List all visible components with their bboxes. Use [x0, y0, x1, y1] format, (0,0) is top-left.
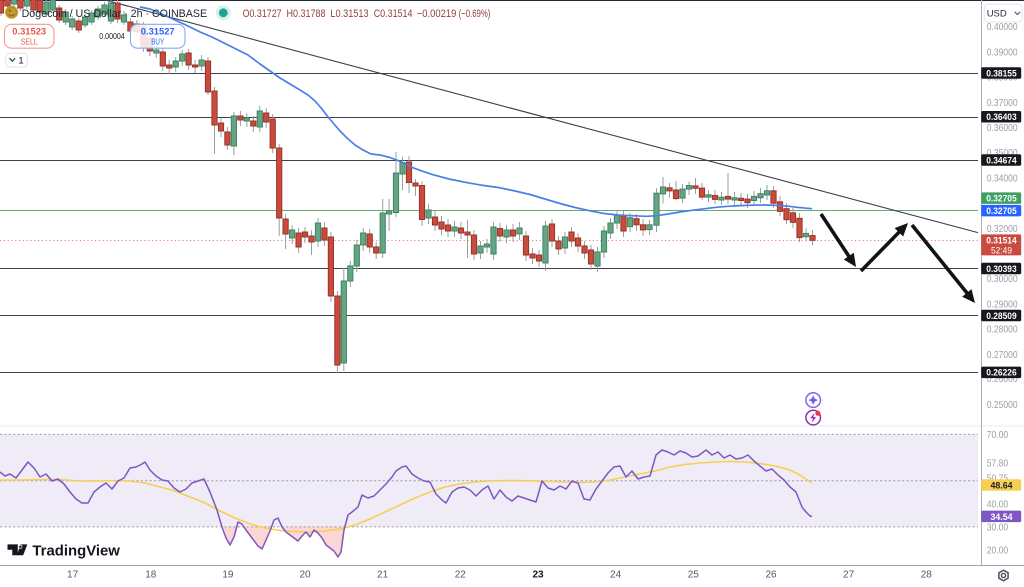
svg-text:0.30393: 0.30393 [986, 263, 1017, 274]
svg-text:57.80: 57.80 [987, 458, 1009, 469]
svg-text:Dogecoin / US Dollar · 2h · CO: Dogecoin / US Dollar · 2h · COINBASE [22, 8, 208, 20]
svg-text:C0.31514: C0.31514 [374, 8, 413, 20]
svg-text:−0.00219: −0.00219 [417, 8, 457, 20]
svg-text:0.31527: 0.31527 [141, 26, 175, 37]
svg-text:0.31523: 0.31523 [12, 26, 46, 37]
svg-text:20.00: 20.00 [987, 546, 1009, 557]
svg-text:H0.31788: H0.31788 [287, 8, 326, 20]
svg-text:0.27000: 0.27000 [987, 350, 1018, 361]
svg-text:17: 17 [67, 570, 79, 581]
svg-text:0.30000: 0.30000 [987, 274, 1018, 285]
svg-text:26: 26 [765, 570, 777, 581]
svg-text:(−0.69%): (−0.69%) [459, 8, 491, 20]
svg-text:0.38155: 0.38155 [986, 67, 1017, 78]
svg-text:1: 1 [18, 56, 23, 67]
svg-text:0.32000: 0.32000 [987, 224, 1018, 235]
svg-text:30.00: 30.00 [987, 523, 1009, 534]
svg-text:0.34000: 0.34000 [987, 173, 1018, 184]
svg-text:23: 23 [532, 570, 544, 581]
svg-text:0.26226: 0.26226 [986, 367, 1017, 378]
svg-text:50.75: 50.75 [987, 474, 1009, 485]
svg-text:0.40000: 0.40000 [987, 22, 1018, 33]
svg-text:27: 27 [843, 570, 855, 581]
svg-text:0.26000: 0.26000 [987, 374, 1018, 385]
svg-text:34.54: 34.54 [991, 511, 1014, 522]
svg-text:52:49: 52:49 [991, 245, 1012, 255]
svg-text:48.64: 48.64 [991, 479, 1014, 490]
svg-text:20: 20 [299, 570, 311, 581]
svg-text:BUY: BUY [151, 38, 165, 47]
svg-text:O0.31727: O0.31727 [243, 8, 282, 20]
svg-text:21: 21 [377, 570, 389, 581]
svg-text:0.25000: 0.25000 [987, 400, 1018, 411]
svg-text:0.39000: 0.39000 [987, 47, 1018, 58]
svg-text:L0.31513: L0.31513 [330, 8, 368, 20]
svg-text:18: 18 [145, 570, 157, 581]
svg-text:TradingView: TradingView [32, 542, 120, 559]
svg-text:0.34674: 0.34674 [986, 154, 1017, 165]
svg-text:0.36000: 0.36000 [987, 123, 1018, 134]
svg-text:0.37000: 0.37000 [987, 98, 1018, 109]
svg-text:USD: USD [987, 9, 1007, 20]
svg-text:0.00004: 0.00004 [99, 31, 125, 41]
svg-text:SELL: SELL [21, 38, 38, 47]
svg-text:0.36403: 0.36403 [986, 111, 1017, 122]
svg-text:0.32705: 0.32705 [986, 193, 1017, 204]
svg-text:22: 22 [455, 570, 467, 581]
svg-text:0.28509: 0.28509 [986, 310, 1017, 321]
svg-text:0.28000: 0.28000 [987, 325, 1018, 336]
svg-text:19: 19 [222, 570, 234, 581]
svg-text:0.29000: 0.29000 [987, 299, 1018, 310]
svg-text:70.00: 70.00 [987, 430, 1009, 441]
svg-text:0.32705: 0.32705 [986, 205, 1017, 216]
svg-text:40.00: 40.00 [987, 500, 1009, 511]
svg-text:0.31514: 0.31514 [986, 235, 1017, 246]
svg-text:28: 28 [921, 570, 933, 581]
svg-text:0.35000: 0.35000 [987, 148, 1018, 159]
svg-text:24: 24 [610, 570, 622, 581]
svg-text:25: 25 [688, 570, 700, 581]
